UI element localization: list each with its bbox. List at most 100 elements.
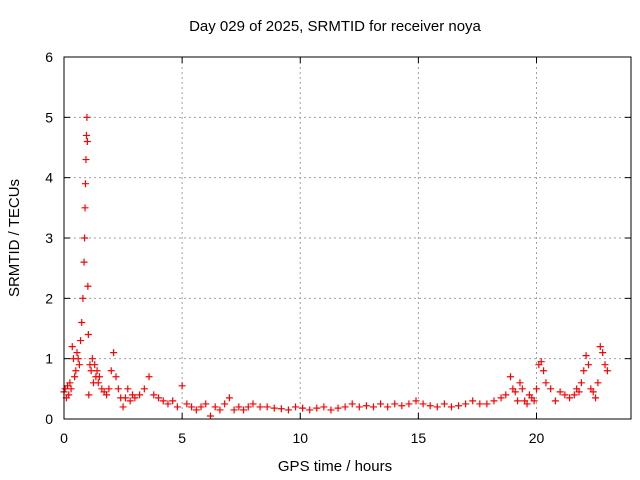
x-tick-label: 15 <box>411 430 427 446</box>
data-point <box>362 402 370 410</box>
data-point <box>599 349 607 357</box>
data-point <box>74 355 82 363</box>
data-point <box>79 294 87 302</box>
data-point <box>121 394 129 402</box>
x-axis-label: GPS time / hours <box>278 458 392 475</box>
data-point <box>80 258 88 266</box>
data-point <box>81 234 89 242</box>
data-point <box>91 361 99 369</box>
data-point <box>511 388 519 396</box>
y-tick-label: 2 <box>45 290 53 306</box>
data-point <box>447 403 455 411</box>
data-point <box>575 388 583 396</box>
data-point <box>192 406 200 414</box>
y-tick-label: 3 <box>45 230 53 246</box>
data-point <box>202 400 210 408</box>
data-point <box>270 404 278 412</box>
data-point <box>348 400 356 408</box>
data-point <box>84 282 92 290</box>
data-point <box>77 337 85 345</box>
data-point <box>369 403 377 411</box>
data-point <box>83 137 91 145</box>
data-point <box>256 403 264 411</box>
chart-title: Day 029 of 2025, SRMTID for receiver noy… <box>189 18 481 35</box>
x-tick-label: 10 <box>292 430 308 446</box>
data-point <box>249 400 257 408</box>
y-tick-label: 1 <box>45 351 53 367</box>
data-point <box>334 404 342 412</box>
data-point <box>313 404 321 412</box>
x-tick-label: 5 <box>178 430 186 446</box>
data-point <box>65 391 73 399</box>
data-point <box>490 397 498 405</box>
data-point <box>483 400 491 408</box>
data-point <box>68 343 76 351</box>
data-point <box>455 402 463 410</box>
data-points <box>60 113 611 420</box>
x-tick-label: 20 <box>529 430 545 446</box>
data-point <box>150 391 158 399</box>
data-point <box>537 358 545 366</box>
data-point <box>221 400 229 408</box>
data-point <box>507 373 515 381</box>
data-point <box>82 131 90 139</box>
data-point <box>107 367 115 375</box>
data-point <box>85 391 93 399</box>
data-point <box>561 391 569 399</box>
data-point <box>225 394 233 402</box>
data-point <box>601 361 609 369</box>
data-point <box>83 113 91 121</box>
data-point <box>497 394 505 402</box>
data-point <box>235 403 243 411</box>
data-point <box>284 406 292 414</box>
x-tick-label: 0 <box>60 430 68 446</box>
data-point <box>391 400 399 408</box>
data-point <box>211 403 219 411</box>
data-point <box>355 403 363 411</box>
data-point <box>103 391 111 399</box>
y-tick-label: 6 <box>45 49 53 65</box>
data-point <box>577 379 585 387</box>
data-point <box>277 405 285 413</box>
data-point <box>114 385 122 393</box>
axis-ticks: 0 1 2 3 4 5 6 0 5 10 15 20 <box>45 49 631 446</box>
data-point <box>514 397 522 405</box>
data-point <box>93 367 101 375</box>
data-point <box>240 406 248 414</box>
data-point <box>292 403 300 411</box>
data-point <box>516 379 524 387</box>
data-point <box>419 400 427 408</box>
data-point <box>197 403 205 411</box>
data-point <box>71 373 79 381</box>
data-point <box>462 400 470 408</box>
data-point <box>580 367 588 375</box>
data-point <box>306 406 314 414</box>
data-point <box>95 373 103 381</box>
data-point <box>592 394 600 402</box>
data-point <box>136 391 144 399</box>
data-point <box>412 397 420 405</box>
data-point <box>566 394 574 402</box>
grid-lines <box>64 57 631 419</box>
data-point <box>518 385 526 393</box>
data-point <box>126 397 134 405</box>
data-point <box>502 391 510 399</box>
data-point <box>169 397 177 405</box>
data-point <box>540 367 548 375</box>
data-point <box>66 379 74 387</box>
data-point <box>131 394 139 402</box>
data-point <box>299 404 307 412</box>
data-point <box>603 367 611 375</box>
data-point <box>75 361 83 369</box>
data-point <box>183 400 191 408</box>
data-point <box>155 394 162 402</box>
data-point <box>88 355 96 363</box>
data-point <box>341 403 349 411</box>
data-point <box>469 397 477 405</box>
data-point <box>145 373 153 381</box>
data-point <box>582 352 590 360</box>
data-point <box>426 402 434 410</box>
data-point <box>405 400 413 408</box>
data-point <box>112 373 120 381</box>
